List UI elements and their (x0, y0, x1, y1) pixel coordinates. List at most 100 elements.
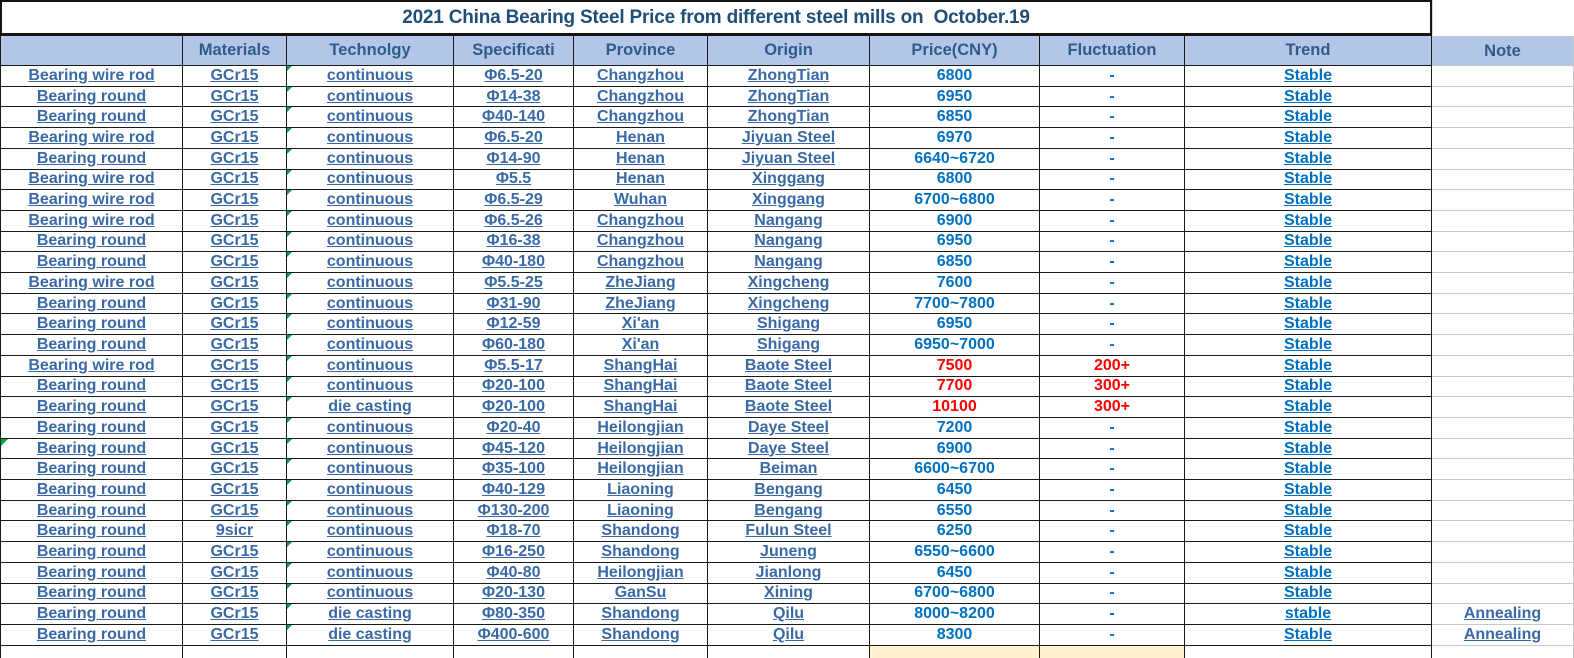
cell: continuous (287, 542, 454, 563)
cell (1432, 128, 1574, 149)
cell: Bearing wire rod (0, 128, 183, 149)
cell-text: GCr15 (210, 480, 259, 498)
cell: Stable (1185, 293, 1432, 315)
cell-text: Stable (1283, 191, 1332, 209)
cell: GCr15 (183, 190, 287, 211)
cell (1432, 190, 1574, 211)
cell: 7700 (870, 376, 1040, 398)
cell-text: 6950 (936, 87, 973, 105)
cell: ZhongTian (708, 107, 870, 129)
cell: Daye Steel (708, 417, 870, 439)
cell: Stable (1185, 480, 1432, 501)
cell-text: GCr15 (210, 501, 259, 519)
cell-text: continuous (326, 66, 414, 84)
formula-error-icon (287, 376, 292, 382)
cell: continuous (287, 107, 454, 129)
cell-text: Stable (1283, 170, 1332, 188)
cell-text: Changzhou (596, 66, 685, 84)
cell-text: Φ6.5-20 (484, 66, 543, 84)
cell: Bearing wire rod (0, 190, 183, 211)
cell: Φ35-100 (454, 459, 574, 481)
cell (870, 645, 1040, 658)
cell-text: Bearing round (36, 294, 147, 312)
column-header-specificati: Specificati (454, 36, 574, 66)
cell: continuous (287, 293, 454, 315)
cell: - (1040, 583, 1185, 605)
cell-text: Stable (1283, 149, 1332, 167)
table-row: Bearing round GCr15 continuous Φ40-129 Liaon… (0, 480, 1574, 501)
cell-text: Bearing wire rod (28, 170, 155, 188)
cell: continuous (287, 169, 454, 191)
cell: Stable (1185, 128, 1432, 149)
cell: continuous (287, 417, 454, 439)
cell-text: 6950~7000 (914, 335, 995, 353)
cell: GCr15 (183, 169, 287, 191)
table-header: Materials Technolgy Specificati Province Ori… (0, 36, 1574, 66)
cell-text: Henan (616, 149, 665, 167)
cell-text: Φ20-100 (482, 398, 545, 416)
cell: ShangHai (574, 397, 708, 418)
cell: Φ5.5-25 (454, 273, 574, 294)
cell: - (1040, 148, 1185, 170)
cell: Qilu (708, 624, 870, 646)
cell-text: continuous (326, 191, 414, 209)
cell: Bearing round (0, 521, 183, 543)
cell-text: Stable (1283, 253, 1332, 271)
cell: Heilongjian (574, 562, 708, 584)
cell-text: Stable (1283, 480, 1332, 498)
cell-text: GCr15 (210, 543, 259, 561)
cell: Φ31-90 (454, 293, 574, 315)
cell-text: 200+ (1093, 356, 1131, 374)
cell: Stable (1185, 335, 1432, 356)
cell-text: GCr15 (210, 253, 259, 271)
formula-error-icon (287, 335, 292, 341)
cell-text: 6970 (936, 128, 973, 146)
cell-text: 7700 (936, 377, 973, 395)
cell (1432, 210, 1574, 232)
table-row: Bearing wire rod GCr15 continuous Φ5.5 Henan… (0, 169, 1574, 191)
cell: Xinggang (708, 190, 870, 211)
cell-text: - (1109, 480, 1115, 498)
cell-text: Heilongjian (597, 563, 684, 581)
table-row: Bearing round GCr15 continuous Φ130-200 Liao… (0, 500, 1574, 522)
cell: - (1040, 314, 1185, 336)
cell: Φ20-130 (454, 583, 574, 605)
cell: GCr15 (183, 86, 287, 108)
cell: Changzhou (574, 231, 708, 253)
cell-text: Bearing wire rod (28, 191, 155, 209)
cell-text: Bearing round (36, 335, 147, 353)
cell-text: - (1109, 66, 1115, 84)
cell-text: 7500 (936, 356, 973, 374)
cell: GCr15 (183, 542, 287, 563)
formula-error-icon (287, 169, 292, 175)
cell: die casting (287, 624, 454, 646)
cell-text: Bengang (754, 480, 823, 498)
cell: 6550 (870, 500, 1040, 522)
cell: ZhongTian (708, 66, 870, 87)
cell: Juneng (708, 542, 870, 563)
cell-text: - (1109, 170, 1115, 188)
cell: GanSu (574, 583, 708, 605)
table-row: Bearing wire rod GCr15 continuous Φ6.5-29 Wu… (0, 190, 1574, 211)
cell (1432, 148, 1574, 170)
cell: 7600 (870, 273, 1040, 294)
cell-text: 6550 (936, 501, 973, 519)
cell-text: Φ18-70 (486, 522, 541, 540)
table-row: Bearing round GCr15 continuous Φ35-100 Heilo… (0, 459, 1574, 481)
cell-text: GCr15 (210, 232, 259, 250)
cell: Xi'an (574, 314, 708, 336)
cell-text: Bearing round (36, 460, 147, 478)
cell-text: Stable (1283, 232, 1332, 250)
cell-text: continuous (326, 108, 414, 126)
cell: Xining (708, 583, 870, 605)
cell: Liaoning (574, 500, 708, 522)
cell: Bearing round (0, 480, 183, 501)
cell: - (1040, 562, 1185, 584)
cell: GCr15 (183, 480, 287, 501)
cell (287, 645, 454, 658)
cell: continuous (287, 355, 454, 377)
cell-text: die casting (328, 605, 412, 623)
cell: Φ12-59 (454, 314, 574, 336)
cell: GCr15 (183, 583, 287, 605)
cell: Φ80-350 (454, 604, 574, 625)
